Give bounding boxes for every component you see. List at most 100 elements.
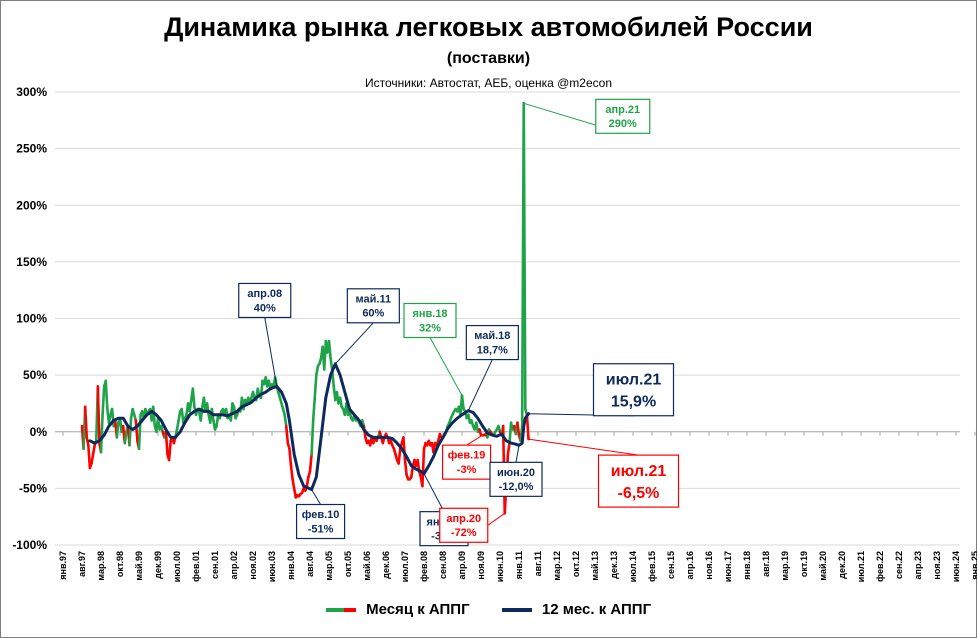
x-tick-label: дек.06 <box>381 551 391 579</box>
x-tick-label: мар.05 <box>324 551 334 581</box>
series-monthly-segment <box>402 436 407 462</box>
y-tick-label: 0% <box>30 425 48 439</box>
x-tick-label: авг.11 <box>533 551 543 576</box>
x-tick-label: сен.22 <box>894 551 904 579</box>
y-tick-label: 50% <box>23 368 47 382</box>
x-tick-label: июн.24 <box>951 551 961 582</box>
series-monthly-segment <box>522 102 527 411</box>
series-monthly-segment <box>87 444 92 470</box>
callout-value: 290% <box>609 118 637 130</box>
x-tick-label: янв.25 <box>970 551 977 580</box>
chart-legend: Месяц к АППГ 12 мес. к АППГ <box>0 601 977 618</box>
callout-box <box>346 288 400 324</box>
callout-label: май.11 <box>356 293 392 305</box>
x-tick-label: янв.18 <box>742 551 752 580</box>
series-monthly-segment <box>283 413 288 428</box>
series-monthly-segment <box>305 475 310 488</box>
callout-label: апр.21 <box>605 104 640 116</box>
legend-label-monthly: Месяц к АППГ <box>366 601 470 618</box>
series-monthly-segment <box>104 379 109 411</box>
x-tick-label: сен.15 <box>666 551 676 579</box>
callout-label: апр.20 <box>446 513 481 525</box>
x-tick-label: фев.01 <box>191 551 201 582</box>
callout-leader <box>466 434 483 446</box>
series-monthly-segment <box>83 405 89 439</box>
callout-leader <box>334 322 374 365</box>
chart-subtitle: (поставки) <box>446 50 531 67</box>
legend-swatch-monthly <box>325 608 356 613</box>
callout-box <box>465 324 519 361</box>
y-tick-label: -50% <box>19 481 47 495</box>
series-monthly-segment <box>115 421 120 439</box>
callout-box <box>295 503 346 540</box>
series-monthly-segment <box>421 447 426 488</box>
y-tick-label: 300% <box>16 85 47 99</box>
series-monthly-segment <box>96 385 101 445</box>
callout-value: 15,9% <box>611 393 656 410</box>
annotation-callout: фев.19 -3% <box>441 434 492 480</box>
series-monthly-segment <box>506 441 511 456</box>
callout-value: 18,7% <box>477 344 508 356</box>
series-monthly-segment <box>128 416 133 447</box>
x-tick-label: июл.00 <box>172 551 182 582</box>
callout-box <box>238 282 292 319</box>
series-monthly-segment <box>310 419 315 456</box>
annotation-callout: апр.21 290% <box>523 98 651 134</box>
callout-box <box>489 461 543 497</box>
callout-label: май.18 <box>474 330 510 342</box>
x-tick-label: июл.07 <box>400 551 410 582</box>
callout-label: июл.21 <box>611 463 667 480</box>
x-tick-label: янв.97 <box>58 551 68 580</box>
series-monthly-segment <box>338 396 343 409</box>
callout-value: 32% <box>419 322 441 334</box>
y-tick-label: 250% <box>16 142 47 156</box>
series-monthly-segment <box>175 419 180 431</box>
x-tick-label: дек.99 <box>153 551 163 579</box>
annotation-callout: июл.21 15,9% <box>528 363 675 417</box>
annotation-callout: янв.18 32% <box>403 302 463 396</box>
x-tick-label: окт.19 <box>799 551 809 577</box>
callout-leader <box>515 445 520 463</box>
annotation-callout: июл.21 -6,5% <box>528 438 680 508</box>
callout-box <box>439 507 489 543</box>
series-monthly-segment <box>397 447 402 465</box>
annotation-callout: май.11 60% <box>334 288 400 365</box>
series-monthly-segment <box>291 478 296 490</box>
x-tick-label: окт.05 <box>343 551 353 577</box>
legend-swatch-12m <box>501 608 532 613</box>
x-tick-label: июн.10 <box>495 551 505 582</box>
legend-item-12m: 12 мес. к АППГ <box>501 601 651 618</box>
x-tick-label: сен.08 <box>438 551 448 579</box>
x-tick-label: мар.12 <box>552 551 562 581</box>
series-monthly-segment <box>327 339 332 360</box>
series-monthly-segment <box>167 439 172 462</box>
callout-label: фев.10 <box>302 509 340 521</box>
callout-value: 60% <box>362 308 384 320</box>
series-monthly-segment <box>91 444 96 456</box>
series-monthly-segment <box>137 413 142 451</box>
series-monthly-segment <box>101 385 106 417</box>
callout-box <box>592 363 675 417</box>
series-monthly-segment <box>460 394 465 411</box>
annotation-callout: июн.20 -12,0% <box>489 445 543 497</box>
x-tick-label: фев.15 <box>647 551 657 582</box>
series-monthly-segment <box>315 364 320 377</box>
y-tick-label: 200% <box>16 198 47 212</box>
series-monthly-segment <box>288 447 293 468</box>
series-monthly-segment <box>329 356 334 371</box>
callout-leader <box>528 438 639 456</box>
x-tick-label: дек.20 <box>837 551 847 579</box>
y-tick-label: 150% <box>16 255 47 269</box>
series-monthly-segment <box>289 464 294 481</box>
series-monthly-segment <box>284 424 290 445</box>
x-tick-label: окт.98 <box>115 551 125 577</box>
series-monthly-segment <box>177 410 182 422</box>
callout-leader <box>311 489 322 505</box>
x-tick-label: ноя.16 <box>704 551 714 580</box>
annotation-callout: апр.20 -72% <box>439 507 506 543</box>
x-tick-label: июл.14 <box>628 551 638 582</box>
x-tick-label: июн.17 <box>723 551 733 582</box>
series-monthly-segment <box>313 373 318 400</box>
x-tick-label: апр.23 <box>913 551 923 579</box>
